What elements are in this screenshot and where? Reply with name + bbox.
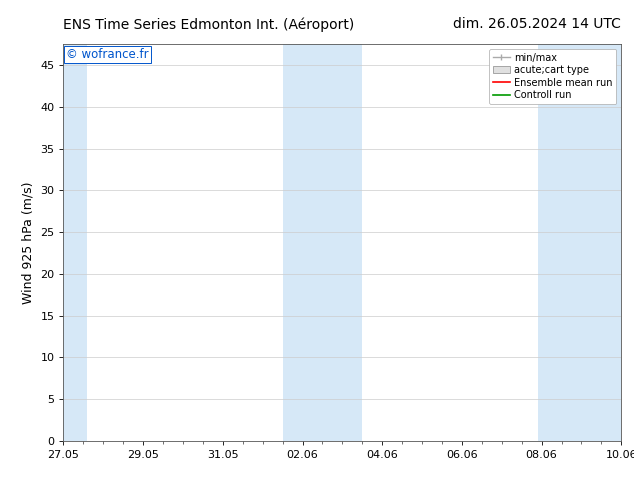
Text: © wofrance.fr: © wofrance.fr: [66, 48, 149, 61]
Legend: min/max, acute;cart type, Ensemble mean run, Controll run: min/max, acute;cart type, Ensemble mean …: [489, 49, 616, 104]
Bar: [60, 44, 87, 441]
Text: dim. 26.05.2024 14 UTC: dim. 26.05.2024 14 UTC: [453, 17, 621, 31]
Y-axis label: Wind 925 hPa (m/s): Wind 925 hPa (m/s): [22, 181, 35, 304]
Bar: [538, 44, 630, 441]
Text: ENS Time Series Edmonton Int. (Aéroport): ENS Time Series Edmonton Int. (Aéroport): [63, 17, 354, 32]
Bar: [283, 44, 362, 441]
